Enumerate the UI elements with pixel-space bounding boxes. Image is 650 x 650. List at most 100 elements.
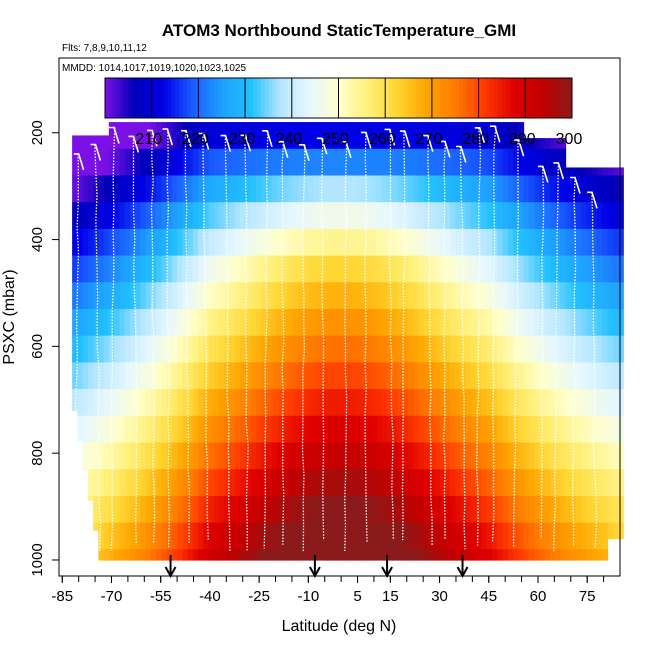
heatmap-cell (560, 255, 567, 283)
y-tick-label: 400 (29, 227, 46, 252)
heatmap-cell (329, 442, 336, 470)
heatmap-cell (570, 469, 577, 497)
heatmap-cell (397, 442, 404, 470)
heatmap-cell (339, 415, 346, 444)
heatmap-cell (544, 495, 551, 524)
heatmap-cell (255, 469, 262, 497)
heatmap-cell (350, 308, 357, 337)
heatmap-cell (366, 175, 372, 203)
heatmap-cell (255, 549, 262, 561)
heatmap-cell (471, 415, 477, 444)
heatmap-cell (224, 469, 231, 497)
heatmap-cell (402, 522, 409, 550)
heatmap-cell (250, 469, 257, 497)
heatmap-cell (507, 389, 514, 417)
heatmap-cell (77, 362, 84, 390)
heatmap-cell (229, 228, 236, 257)
heatmap-cell (171, 202, 178, 230)
colorbar-swatch (112, 78, 118, 118)
heatmap-cell (450, 522, 456, 550)
heatmap-cell (497, 122, 504, 150)
heatmap-cell (507, 522, 514, 550)
heatmap-cell (408, 495, 414, 524)
heatmap-cell (497, 549, 504, 561)
heatmap-cell (518, 202, 525, 230)
heatmap-cell (492, 282, 498, 310)
heatmap-cell (586, 362, 593, 390)
heatmap-cell (570, 255, 577, 283)
heatmap-cell (402, 335, 409, 363)
heatmap-cell (329, 202, 336, 230)
heatmap-cell (460, 255, 467, 283)
heatmap-cell (366, 362, 372, 390)
heatmap-cell (271, 282, 278, 310)
heatmap-cell (476, 148, 483, 177)
heatmap-cell (297, 175, 304, 203)
heatmap-cell (439, 122, 446, 150)
heatmap-cell (345, 228, 351, 257)
heatmap-cell (87, 282, 94, 310)
heatmap-cell (87, 442, 94, 470)
colorbar-swatch (322, 78, 328, 118)
heatmap-cell (124, 415, 131, 444)
heatmap-cell (597, 255, 603, 283)
heatmap-cell (98, 495, 105, 524)
flight-profile (243, 135, 249, 551)
heatmap-cell (460, 522, 467, 550)
heatmap-cell (460, 122, 467, 150)
heatmap-cell (439, 228, 446, 257)
flight-segment (440, 140, 451, 158)
heatmap-cell (360, 148, 367, 177)
heatmap-cell (93, 175, 99, 203)
heatmap-cell (345, 415, 351, 444)
heatmap-cell (502, 308, 509, 337)
colorbar-swatch (428, 78, 433, 118)
heatmap-cell (439, 469, 446, 497)
flight-segment (198, 132, 210, 150)
heatmap-cell (208, 148, 215, 177)
colorbar-swatch (560, 78, 565, 118)
heatmap-cell (366, 495, 372, 524)
heatmap-cell (507, 202, 514, 230)
heatmap-cell (360, 469, 367, 497)
heatmap-cell (471, 148, 477, 177)
heatmap-cell (255, 308, 262, 337)
heatmap-cell (586, 335, 593, 363)
heatmap-cell (513, 255, 519, 283)
colorbar-swatch (175, 78, 180, 118)
heatmap-cell (124, 175, 131, 203)
heatmap-cell (87, 175, 94, 203)
heatmap-cell (502, 362, 509, 390)
heatmap-cell (98, 362, 105, 390)
heatmap-cell (486, 148, 493, 177)
heatmap-cell (135, 202, 141, 230)
heatmap-cell (308, 282, 315, 310)
heatmap-cell (339, 469, 346, 497)
heatmap-cell (245, 495, 252, 524)
heatmap-cell (366, 202, 372, 230)
heatmap-cell (292, 148, 299, 177)
heatmap-cell (366, 228, 372, 257)
heatmap-cell (119, 549, 126, 561)
heatmap-cell (455, 522, 462, 550)
heatmap-cell (549, 495, 556, 524)
heatmap-cell (397, 202, 404, 230)
heatmap-cell (381, 495, 388, 524)
heatmap-cell (366, 335, 372, 363)
heatmap-cell (287, 522, 294, 550)
heatmap-cell (612, 495, 619, 524)
heatmap-cell (203, 228, 210, 257)
heatmap-cell (434, 442, 441, 470)
heatmap-cell (276, 549, 283, 561)
heatmap-cell (150, 228, 157, 257)
heatmap-cell (486, 335, 493, 363)
heatmap-cell (591, 175, 598, 203)
heatmap-cell (282, 442, 288, 470)
heatmap-cell (166, 389, 173, 417)
colorbar-swatch (424, 78, 429, 118)
heatmap-cell (219, 549, 225, 561)
heatmap-cell (481, 415, 488, 444)
heatmap-cell (282, 308, 288, 337)
heatmap-cell (429, 549, 435, 561)
heatmap-cell (192, 415, 199, 444)
